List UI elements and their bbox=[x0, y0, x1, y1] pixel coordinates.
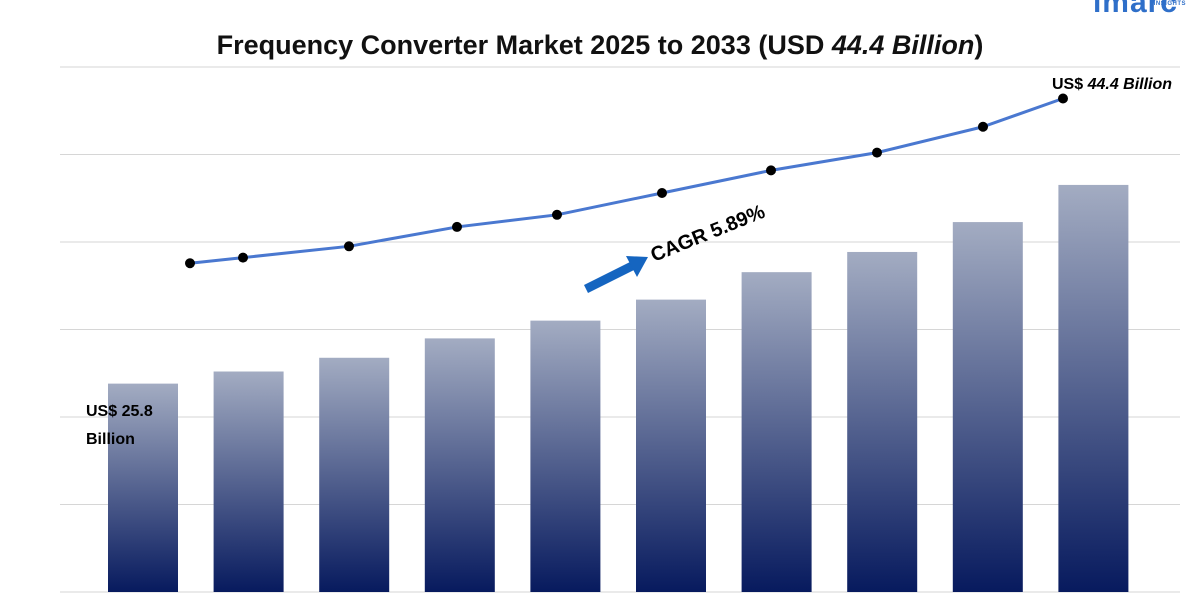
start-value-label-line2: Billion bbox=[86, 431, 135, 448]
end-value-prefix: US$ bbox=[1052, 76, 1088, 93]
trend-point-2027 bbox=[344, 241, 354, 252]
trend-series bbox=[185, 93, 1068, 269]
bar-2032 bbox=[847, 251, 918, 592]
trend-point-2026 bbox=[238, 252, 248, 263]
trend-point-2025 bbox=[185, 258, 195, 269]
bar-2027 bbox=[319, 357, 390, 592]
trend-point-2029 bbox=[552, 209, 562, 220]
trend-point-2033 bbox=[978, 121, 988, 132]
chart-title: Frequency Converter Market 2025 to 2033 … bbox=[0, 30, 1200, 61]
bar-series bbox=[108, 184, 1129, 593]
brand-logo: imarc bbox=[1092, 0, 1178, 19]
cagr-label: CAGR 5.89% bbox=[648, 201, 769, 267]
brand-logo-subtitle: INSIGHTS bbox=[1153, 1, 1186, 7]
chart-title-suffix: ) bbox=[974, 30, 984, 60]
trend-point-2034 bbox=[1058, 93, 1068, 104]
bar-2025 bbox=[108, 383, 178, 592]
trend-line bbox=[189, 97, 1064, 265]
trend-point-2030 bbox=[657, 188, 667, 198]
chart-title-prefix: Frequency Converter Market 2025 to 2033 … bbox=[216, 30, 832, 60]
bar-2028 bbox=[424, 338, 495, 592]
bar-2034 bbox=[1058, 184, 1129, 592]
bar-2026 bbox=[213, 371, 284, 592]
bar-2033 bbox=[952, 222, 1023, 593]
end-value-label: US$ 44.4 Billion bbox=[1052, 76, 1172, 93]
trend-point-2028 bbox=[452, 221, 462, 232]
chart-title-value: 44.4 Billion bbox=[831, 30, 975, 60]
cagr-arrow-icon bbox=[583, 256, 648, 294]
bar-2029 bbox=[530, 320, 601, 592]
bar-2030 bbox=[636, 299, 706, 592]
trend-point-2032 bbox=[872, 147, 882, 158]
bar-2031 bbox=[741, 272, 812, 592]
start-value-label-line1: US$ 25.8 bbox=[86, 403, 153, 420]
trend-point-2031 bbox=[766, 165, 776, 176]
end-value-amount: 44.4 Billion bbox=[1087, 76, 1173, 93]
